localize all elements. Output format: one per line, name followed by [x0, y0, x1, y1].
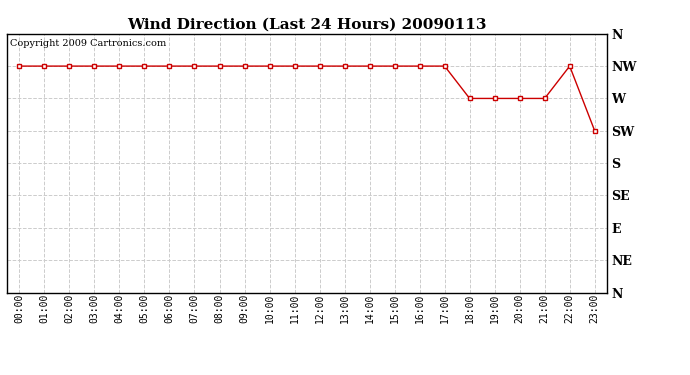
Text: Copyright 2009 Cartronics.com: Copyright 2009 Cartronics.com	[10, 39, 166, 48]
Title: Wind Direction (Last 24 Hours) 20090113: Wind Direction (Last 24 Hours) 20090113	[127, 17, 487, 31]
